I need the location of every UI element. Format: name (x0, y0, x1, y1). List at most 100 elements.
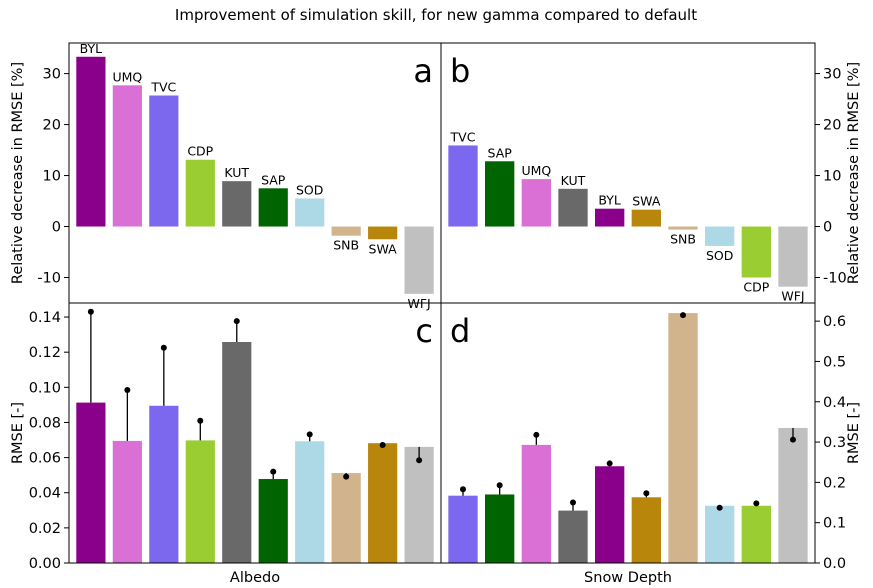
bar-b-kut (558, 188, 588, 227)
ytick-label-b: 10 (823, 169, 841, 185)
ytick-label-d: 0.3 (823, 435, 846, 451)
ytick-label-d: 0.2 (823, 475, 846, 491)
ytick-label-a: 10 (43, 169, 61, 185)
ytick-label-d: 0.4 (823, 395, 846, 411)
bar-d-sod (705, 505, 735, 563)
bar-a-snb (331, 226, 361, 236)
bar-a-tvc (149, 95, 179, 227)
bar-label-b-sap: SAP (488, 145, 513, 160)
ytick-label-c: 0.08 (29, 415, 61, 431)
ytick-label-c: 0.04 (29, 486, 61, 502)
bar-label-a-tvc: TVC (150, 80, 176, 95)
ytick-label-b: 0 (823, 220, 832, 236)
bar-b-wfj (778, 226, 808, 287)
bar-label-a-swa: SWA (369, 241, 398, 256)
panel-letter-b: b (450, 52, 470, 90)
plot-area: BYL UMQ TVC CDP KUT SAP SOD SNB SWA WFJ -10 0 10 20 30… (10, 41, 862, 586)
default-marker-d-wfj (790, 436, 796, 443)
bar-c-kut (222, 342, 252, 563)
ytick-label-c: 0.00 (29, 556, 61, 572)
panel-letter-a: a (413, 52, 433, 90)
bar-label-b-umq: UMQ (521, 163, 551, 178)
bar-label-a-kut: KUT (224, 165, 249, 180)
bar-label-a-cdp: CDP (187, 144, 213, 159)
bar-a-wfj (404, 226, 434, 294)
bar-b-snb (668, 226, 698, 230)
bar-d-snb (668, 313, 698, 563)
y-axis-label-right-top: Relative decrease in RMSE [%] (846, 62, 862, 284)
bar-label-a-sod: SOD (296, 182, 323, 197)
default-marker-d-sod (716, 504, 723, 511)
bar-label-a-sap: SAP (261, 172, 286, 187)
default-marker-d-byl (606, 460, 613, 467)
bar-label-a-snb: SNB (333, 238, 359, 253)
bar-label-a-umq: UMQ (112, 69, 142, 84)
bar-d-swa (631, 497, 661, 563)
default-marker-d-snb (680, 312, 686, 319)
bar-d-tvc (448, 495, 478, 563)
bar-label-b-kut: KUT (561, 173, 586, 188)
bar-d-umq (521, 444, 551, 563)
bar-c-sap (258, 479, 288, 563)
bar-label-b-swa: SWA (632, 194, 661, 209)
ytick-label-c: 0.10 (29, 380, 61, 396)
bar-a-byl (76, 56, 106, 227)
bar-d-sap (485, 494, 515, 563)
ytick-label-a: -10 (37, 271, 61, 287)
ytick-label-d: 0.0 (823, 556, 846, 572)
default-marker-d-cdp (753, 500, 760, 507)
ytick-label-c: 0.12 (29, 345, 61, 361)
bar-c-byl (76, 402, 106, 563)
ytick-label-b: 20 (823, 118, 841, 134)
bar-c-wfj (404, 446, 434, 563)
bar-c-swa (368, 443, 398, 563)
default-marker-c-snb (343, 473, 350, 480)
y-axis-label-right-bottom: RMSE [-] (846, 402, 862, 464)
x-axis-label-d: Snow Depth (584, 570, 672, 586)
default-marker-c-byl (87, 308, 94, 315)
bar-label-b-cdp: CDP (743, 280, 769, 295)
x-axis-label-c: Albedo (230, 570, 280, 586)
bar-d-cdp (741, 505, 771, 563)
panel-frame-d (440, 302, 816, 564)
bar-b-sod (705, 226, 735, 246)
bar-a-umq (112, 85, 142, 227)
default-marker-c-umq (124, 386, 131, 393)
bar-b-swa (631, 209, 661, 227)
panel-letter-d: d (450, 312, 470, 350)
bar-c-umq (112, 440, 142, 563)
ytick-label-d: 0.1 (823, 516, 846, 532)
bar-c-snb (331, 473, 361, 563)
default-marker-c-wfj (416, 457, 423, 464)
default-marker-c-sod (306, 431, 313, 438)
y-axis-label-left-top: Relative decrease in RMSE [%] (10, 62, 26, 284)
panel-letter-c: c (415, 312, 433, 350)
ytick-label-b: -10 (823, 271, 847, 287)
default-marker-d-kut (570, 499, 576, 506)
bar-d-wfj (778, 427, 808, 563)
default-marker-d-tvc (460, 486, 466, 493)
default-marker-c-swa (379, 441, 386, 448)
default-marker-c-tvc (160, 344, 167, 351)
bar-label-b-snb: SNB (670, 232, 696, 247)
y-axis-label-left-bottom: RMSE [-] (10, 402, 26, 464)
default-marker-c-sap (270, 468, 277, 475)
default-marker-d-sap (496, 482, 503, 489)
bar-c-tvc (149, 405, 179, 563)
default-marker-d-umq (533, 431, 540, 438)
bar-a-swa (368, 226, 398, 240)
bar-label-a-byl: BYL (80, 41, 103, 56)
bar-a-kut (222, 181, 252, 227)
figure-title: Improvement of simulation skill, for new… (175, 6, 697, 24)
bar-b-byl (595, 208, 625, 227)
default-marker-c-cdp (197, 417, 204, 424)
bar-a-cdp (185, 159, 215, 227)
bar-b-sap (485, 161, 515, 227)
bar-b-cdp (741, 226, 771, 278)
default-marker-d-swa (643, 490, 650, 497)
ytick-label-b: 30 (823, 67, 841, 83)
bar-label-b-tvc: TVC (450, 129, 476, 144)
ytick-label-a: 30 (43, 67, 61, 83)
ytick-label-c: 0.14 (29, 310, 61, 326)
bar-label-b-sod: SOD (706, 248, 733, 263)
